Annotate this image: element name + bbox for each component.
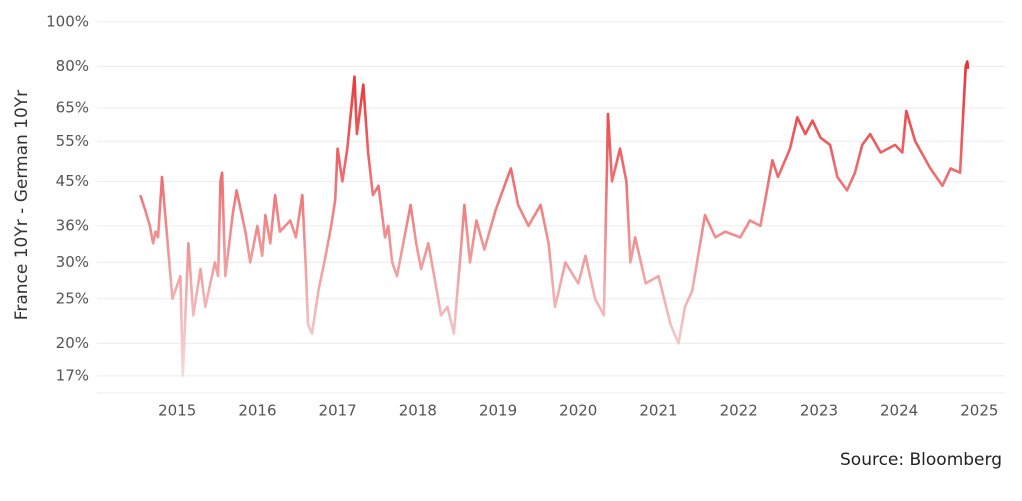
x-tick-label: 2020: [559, 402, 597, 420]
y-tick-label: 100%: [46, 12, 89, 30]
data-line: [139, 60, 970, 378]
y-tick-label: 45%: [56, 172, 89, 190]
y-tick-label: 17%: [56, 366, 89, 384]
y-axis-label: France 10Yr - German 10Yr: [12, 90, 32, 320]
y-tick-label: 25%: [56, 289, 89, 307]
x-tick-label: 2021: [639, 402, 677, 420]
y-tick-label: 80%: [56, 57, 89, 75]
x-tick-label: 2025: [960, 402, 998, 420]
x-tick-label: 2018: [399, 402, 437, 420]
source-note: Source: Bloomberg: [840, 450, 1002, 470]
y-tick-label: 55%: [56, 132, 89, 150]
y-tick-label: 30%: [56, 253, 89, 271]
y-tick-label: 65%: [56, 98, 89, 116]
x-tick-label: 2024: [880, 402, 918, 420]
y-tick-label: 20%: [56, 334, 89, 352]
x-tick-label: 2022: [720, 402, 758, 420]
x-tick-label: 2017: [319, 402, 357, 420]
x-tick-label: 2015: [158, 402, 196, 420]
x-tick-label: 2023: [800, 402, 838, 420]
x-tick-label: 2019: [479, 402, 517, 420]
y-tick-label: 36%: [56, 216, 89, 234]
x-tick-label: 2016: [238, 402, 276, 420]
